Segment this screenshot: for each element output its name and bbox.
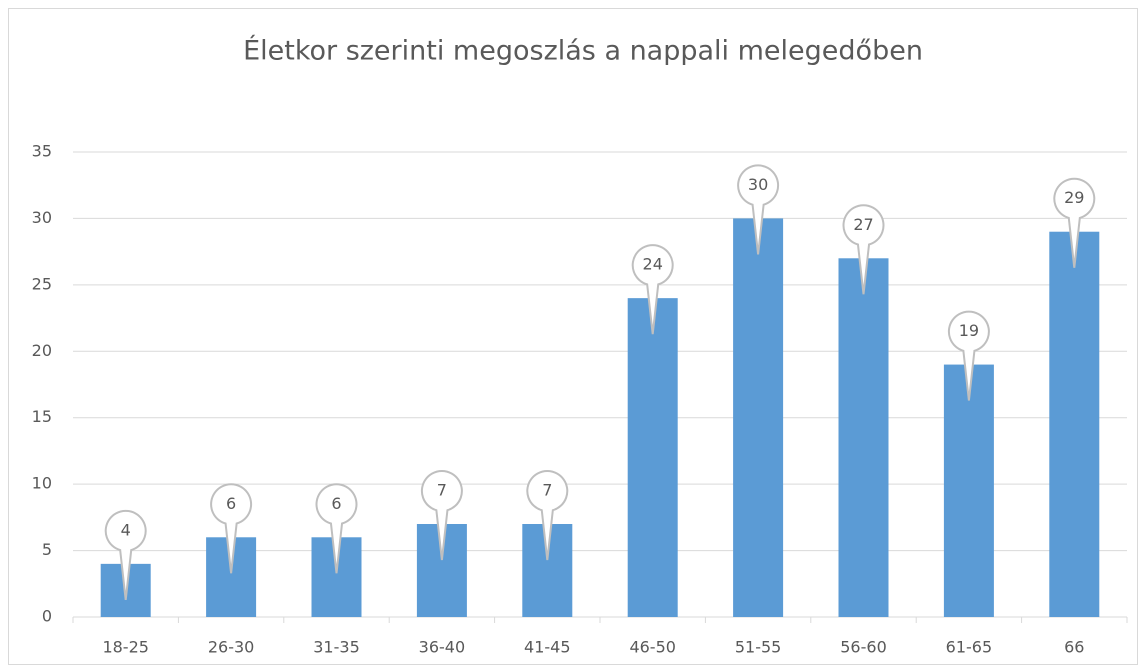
- bar: [943, 364, 994, 617]
- y-tick-label: 35: [32, 142, 52, 161]
- data-label: 6: [331, 494, 341, 513]
- bar: [733, 218, 784, 617]
- y-tick-label: 0: [42, 607, 52, 626]
- data-label: 27: [853, 215, 873, 234]
- bar: [1049, 231, 1100, 617]
- data-label: 24: [643, 255, 663, 274]
- chart-title: Életkor szerinti megoszlás a nappali mel…: [243, 35, 923, 67]
- data-label-callout: [842, 204, 885, 295]
- x-tick-label: 36-40: [419, 638, 466, 657]
- x-tick-label: 46-50: [629, 638, 676, 657]
- data-label: 19: [959, 321, 979, 340]
- data-label-callout: [947, 310, 990, 401]
- data-label-callout: [631, 244, 674, 335]
- data-label: 7: [542, 481, 552, 500]
- x-tick-label: 31-35: [313, 638, 360, 657]
- data-label-callout: [315, 483, 358, 574]
- y-tick-label: 20: [32, 341, 52, 360]
- data-label: 7: [437, 481, 447, 500]
- x-tick-label: 66: [1064, 638, 1084, 657]
- data-label-callout: [526, 470, 569, 561]
- y-tick-label: 10: [32, 474, 52, 493]
- y-tick-label: 15: [32, 407, 52, 426]
- data-label-callout: [420, 470, 463, 561]
- data-label: 29: [1064, 188, 1084, 207]
- data-label: 4: [121, 520, 131, 539]
- y-tick-label: 30: [32, 208, 52, 227]
- x-tick-label: 41-45: [524, 638, 571, 657]
- x-tick-label: 18-25: [102, 638, 149, 657]
- data-label-callout: [210, 483, 253, 574]
- data-label-callout: [737, 164, 780, 255]
- data-label: 6: [226, 494, 236, 513]
- bar: [627, 298, 678, 617]
- data-label-callout: [104, 509, 147, 600]
- data-label: 30: [748, 175, 768, 194]
- y-tick-label: 5: [42, 540, 52, 559]
- bar: [838, 258, 889, 617]
- y-tick-label: 25: [32, 274, 52, 293]
- x-tick-label: 61-65: [946, 638, 993, 657]
- x-tick-label: 26-30: [208, 638, 255, 657]
- x-tick-label: 56-60: [840, 638, 887, 657]
- data-label-callout: [1053, 177, 1096, 268]
- x-tick-label: 51-55: [735, 638, 782, 657]
